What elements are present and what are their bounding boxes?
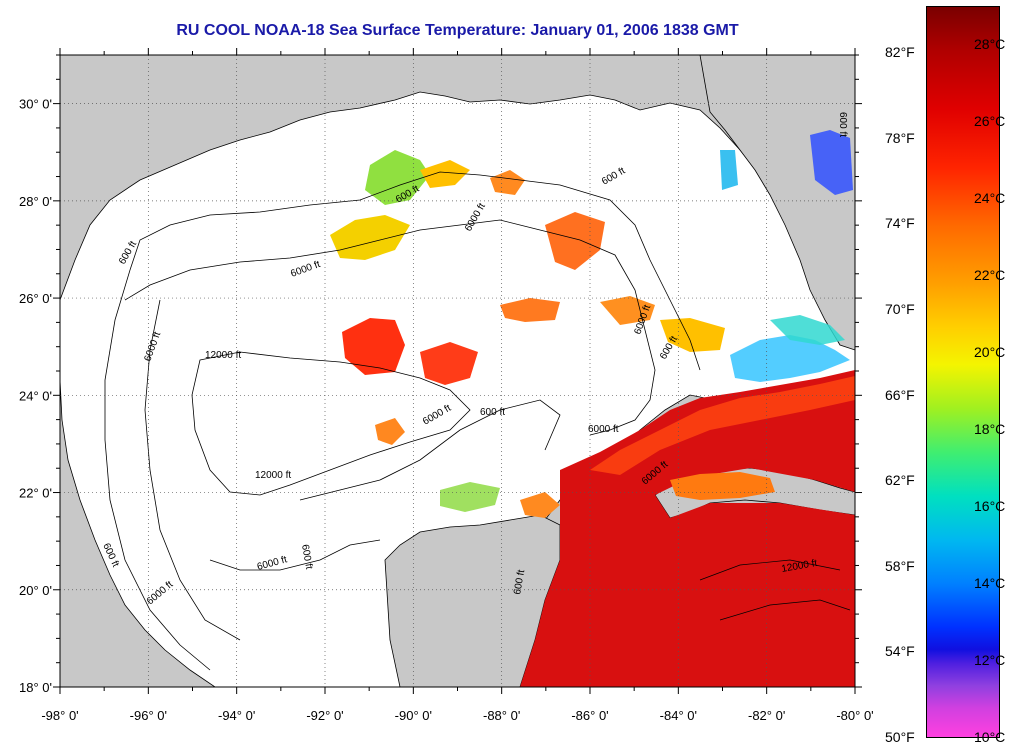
sst-green-south (440, 482, 500, 512)
axis-ticks (53, 48, 862, 694)
contour-600ft (129, 171, 701, 371)
contour-label: 600 ft (299, 544, 314, 571)
sst-orange-west (375, 418, 405, 445)
sst-map: 600 ft 6000 ft 12000 ft 600 ft 6000 ft 6… (19, 48, 874, 723)
celsius-tick-label: 12°C (974, 651, 1006, 668)
lat-tick-label: 18° 0' (19, 680, 52, 695)
celsius-tick-label: 16°C (974, 497, 1006, 514)
sst-yellow-patch (420, 160, 470, 188)
celsius-tick-label: 14°C (974, 574, 1006, 591)
contour-label: 600 ft (512, 569, 527, 596)
contour-12000ft (191, 351, 471, 496)
contour-label: 12000 ft (205, 350, 241, 361)
sst-orange-south (520, 492, 560, 518)
sst-cool-shelf (730, 335, 850, 382)
celsius-tick-label: 18°C (974, 420, 1006, 437)
florida-land (699, 54, 856, 351)
lon-tick-label: -96° 0' (130, 708, 167, 723)
lon-tick-label: -80° 0' (836, 708, 873, 723)
sst-cold-east (810, 130, 853, 195)
fahrenheit-tick-label: 50°F (885, 729, 915, 745)
lat-tick-label: 26° 0' (19, 291, 52, 306)
lat-tick-label: 24° 0' (19, 388, 52, 403)
lon-tick-label: -92° 0' (306, 708, 343, 723)
lat-tick-label: 22° 0' (19, 486, 52, 501)
fahrenheit-tick-label: 82°F (885, 44, 915, 61)
lon-tick-label: -98° 0' (41, 708, 78, 723)
sst-orange-mid (500, 298, 560, 322)
celsius-tick-label: 10°C (974, 729, 1006, 745)
contour-label: 12000 ft (255, 470, 291, 481)
contour-label: 6000 ft (588, 424, 619, 435)
map-title: RU COOL NOAA-18 Sea Surface Temperature:… (176, 22, 739, 39)
contour-campeche (209, 539, 381, 571)
fahrenheit-tick-label: 58°F (885, 557, 915, 574)
fahrenheit-tick-label: 74°F (885, 215, 915, 232)
sst-cyan-east (770, 315, 845, 345)
fahrenheit-tick-label: 62°F (885, 472, 915, 489)
fahrenheit-tick-label: 78°F (885, 129, 915, 146)
contour-label: 600 ft (480, 407, 505, 418)
map-grid (60, 55, 855, 687)
contour-label: 600 ft (837, 112, 848, 137)
contour-6000ft (124, 219, 656, 436)
lat-tick-label: 20° 0' (19, 583, 52, 598)
colorbar: 28°C 26°C 24°C 22°C 20°C 18°C 16°C 14°C 12°C 10°C (926, 6, 1005, 745)
sst-loop-current (590, 376, 855, 475)
sst-yellow-north (330, 215, 410, 260)
sst-yellow-east (660, 318, 725, 352)
fahrenheit-tick-label: 66°F (885, 386, 915, 403)
sst-teal-shelf (720, 150, 738, 190)
celsius-tick-label: 22°C (974, 266, 1006, 283)
contour-west-600 (104, 269, 211, 671)
sst-red-central-2 (420, 342, 478, 385)
contour-west-6000 (144, 299, 241, 641)
lat-tick-label: 28° 0' (19, 194, 52, 209)
sst-warm-caribbean (520, 370, 855, 687)
sst-red-central (342, 318, 405, 375)
sst-orange-patch (670, 472, 775, 500)
fahrenheit-tick-label: 54°F (885, 643, 915, 660)
contour-caribbean-12000 (699, 559, 851, 621)
colorbar-gradient (926, 6, 1000, 738)
longitude-axis: -98° 0' -96° 0' -94° 0' -92° 0' -90° 0' -88° … (41, 708, 873, 723)
latitude-axis: 30° 0' 28° 0' 26° 0' 24° 0' 22° 0' 20° 0' 18° … (19, 97, 52, 695)
lon-tick-label: -90° 0' (395, 708, 432, 723)
celsius-tick-label: 28°C (974, 35, 1006, 52)
celsius-tick-label: 26°C (974, 112, 1006, 129)
lon-tick-label: -84° 0' (660, 708, 697, 723)
lon-tick-label: -88° 0' (483, 708, 520, 723)
celsius-tick-label: 20°C (974, 343, 1006, 360)
sst-orange-central-2 (490, 170, 525, 195)
celsius-tick-label: 24°C (974, 189, 1006, 206)
sst-green-north (365, 150, 430, 205)
lat-tick-label: 30° 0' (19, 97, 52, 112)
fahrenheit-tick-label: 70°F (885, 300, 915, 317)
contour-south-6000 (299, 399, 561, 501)
sst-orange-mid-2 (600, 296, 655, 325)
lon-tick-label: -94° 0' (218, 708, 255, 723)
lon-tick-label: -82° 0' (748, 708, 785, 723)
lon-tick-label: -86° 0' (571, 708, 608, 723)
